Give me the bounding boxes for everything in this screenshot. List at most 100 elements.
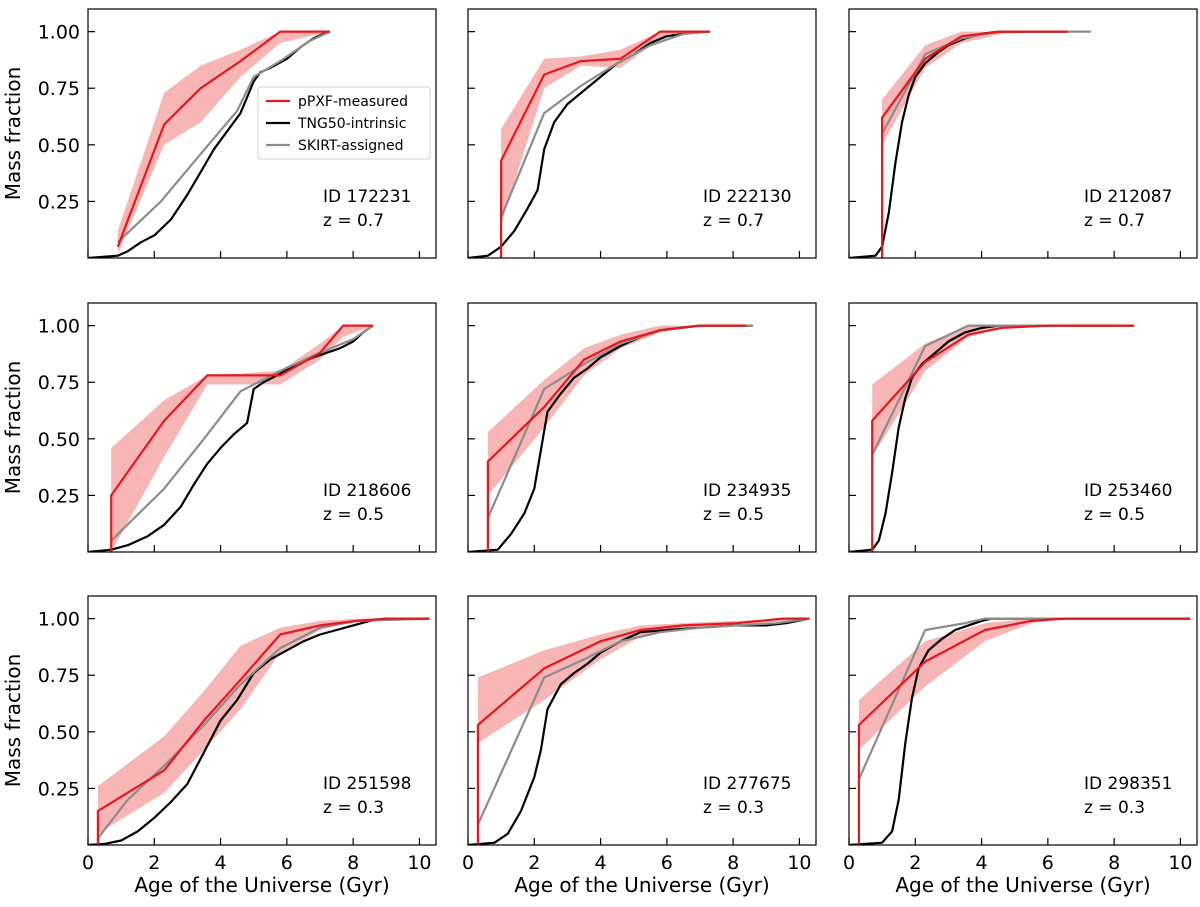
x-tick-label: 8 xyxy=(727,852,739,874)
ppxf-range-band xyxy=(477,618,810,744)
x-axis-label: Age of the Universe (Gyr) xyxy=(895,873,1150,897)
y-tick-label: 0.75 xyxy=(38,78,80,100)
axes-frame xyxy=(467,595,817,846)
skirt-assigned-line xyxy=(476,617,810,826)
ppxf-measured-line xyxy=(116,30,330,248)
plot-area xyxy=(88,617,430,845)
galaxy-id-label: ID 253460 xyxy=(1084,481,1172,501)
ppxf-measured-line xyxy=(476,617,810,845)
ppxf-range-band xyxy=(501,31,710,224)
legend-label: TNG50-intrinsic xyxy=(297,116,406,132)
redshift-label: z = 0.3 xyxy=(703,798,764,818)
y-tick-label: 0.25 xyxy=(38,191,80,213)
x-tick-label: 8 xyxy=(347,852,359,874)
redshift-label: z = 0.5 xyxy=(1084,505,1145,525)
galaxy-id-label: ID 298351 xyxy=(1084,774,1172,794)
x-tick-label: 0 xyxy=(462,852,474,874)
legend-box xyxy=(257,86,431,160)
ppxf-measured-line xyxy=(880,30,1068,258)
axes-frame xyxy=(87,302,437,553)
ppxf-measured-line xyxy=(500,30,710,258)
ppxf-measured-line xyxy=(486,324,747,552)
y-tick-label: 0.75 xyxy=(38,665,80,687)
y-tick-label: 1.00 xyxy=(38,609,80,631)
legend-label: pPXF-measured xyxy=(298,94,408,110)
x-tick-label: 10 xyxy=(1168,852,1192,874)
ppxf-measured-line xyxy=(871,324,1134,552)
axes-frame xyxy=(848,302,1198,553)
tng50-intrinsic-line xyxy=(88,617,430,845)
ppxf-range-band xyxy=(487,325,747,496)
y-axis-label: Mass fraction xyxy=(1,654,25,788)
y-tick-label: 0.75 xyxy=(38,372,80,394)
plot-area xyxy=(849,324,1134,552)
legend: pPXF-measured TNG50-intrinsic SKIRT-assign… xyxy=(257,86,431,160)
x-tick-label: 8 xyxy=(1108,852,1120,874)
redshift-label: z = 0.5 xyxy=(703,505,764,525)
plot-area xyxy=(849,30,1091,258)
y-tick-label: 1.00 xyxy=(38,22,80,44)
tng50-intrinsic-line xyxy=(468,30,710,258)
axes-frame xyxy=(848,8,1198,259)
plot-area xyxy=(88,30,331,258)
galaxy-id-label: ID 218606 xyxy=(323,481,411,501)
panel-id-251598: 0 2 4 6 8 10 0.25 0.50 0.75 1.00 ID 251598 z = 0.3 M… xyxy=(1,595,437,897)
ppxf-range-band xyxy=(872,325,1134,457)
x-tick-label: 2 xyxy=(148,852,160,874)
redshift-label: z = 0.3 xyxy=(1084,798,1145,818)
plot-area xyxy=(468,324,753,552)
tng50-intrinsic-line xyxy=(88,324,374,552)
axes-frame xyxy=(87,8,437,259)
x-tick-label: 6 xyxy=(1042,852,1054,874)
galaxy-id-label: ID 234935 xyxy=(703,481,791,501)
panel-id-277675: 0 2 4 6 8 10 ID 277675 z = 0.3 Age of the Univer… xyxy=(462,595,817,897)
x-tick-label: 6 xyxy=(661,852,673,874)
plot-area xyxy=(849,617,1191,845)
ppxf-range-band xyxy=(858,618,1191,750)
x-tick-label: 6 xyxy=(281,852,293,874)
ppxf-range-band xyxy=(117,31,330,254)
x-axis-label: Age of the Universe (Gyr) xyxy=(134,873,389,897)
ppxf-measured-line xyxy=(110,324,373,552)
x-axis-label: Age of the Universe (Gyr) xyxy=(514,873,769,897)
ppxf-measured-line xyxy=(857,617,1191,845)
redshift-label: z = 0.3 xyxy=(323,798,384,818)
redshift-label: z = 0.7 xyxy=(323,211,384,231)
plot-area xyxy=(88,324,374,552)
ppxf-range-band xyxy=(111,325,373,552)
x-tick-label: 0 xyxy=(843,852,855,874)
y-axis-label: Mass fraction xyxy=(1,67,25,201)
galaxy-id-label: ID 251598 xyxy=(323,774,411,794)
x-tick-label: 4 xyxy=(976,852,988,874)
redshift-label: z = 0.7 xyxy=(1084,211,1145,231)
panel-id-298351: 0 2 4 6 8 10 ID 298351 z = 0.3 Age of the Univer… xyxy=(843,595,1198,897)
x-tick-label: 10 xyxy=(787,852,811,874)
axes-frame xyxy=(467,302,817,553)
panel-id-234935: ID 234935 z = 0.5 xyxy=(467,302,817,553)
axes-frame xyxy=(87,595,437,846)
y-axis-label: Mass fraction xyxy=(1,361,25,495)
galaxy-id-label: ID 277675 xyxy=(703,774,791,794)
panel-id-222130: ID 222130 z = 0.7 xyxy=(467,8,817,259)
redshift-label: z = 0.5 xyxy=(323,505,384,525)
legend-label: SKIRT-assigned xyxy=(298,138,404,154)
skirt-assigned-line xyxy=(500,30,710,218)
x-tick-label: 10 xyxy=(407,852,431,874)
y-tick-label: 0.50 xyxy=(38,135,80,157)
x-tick-label: 0 xyxy=(82,852,94,874)
plot-area xyxy=(468,30,710,258)
ppxf-measured-line xyxy=(96,617,430,845)
y-tick-label: 1.00 xyxy=(38,316,80,338)
y-tick-label: 0.25 xyxy=(38,778,80,800)
redshift-label: z = 0.7 xyxy=(703,211,764,231)
plot-area xyxy=(468,617,810,845)
panel-id-172231: 0.25 0.50 0.75 1.00 ID 172231 z = 0.7 Mass fra… xyxy=(1,8,437,259)
skirt-assigned-line xyxy=(110,324,374,542)
y-tick-label: 0.50 xyxy=(38,722,80,744)
galaxy-id-label: ID 172231 xyxy=(323,187,411,207)
panel-id-212087: ID 212087 z = 0.7 xyxy=(848,8,1198,259)
x-tick-label: 4 xyxy=(215,852,227,874)
ppxf-range-band xyxy=(97,618,430,834)
x-tick-label: 4 xyxy=(595,852,607,874)
panel-id-253460: ID 253460 z = 0.5 xyxy=(848,302,1198,553)
